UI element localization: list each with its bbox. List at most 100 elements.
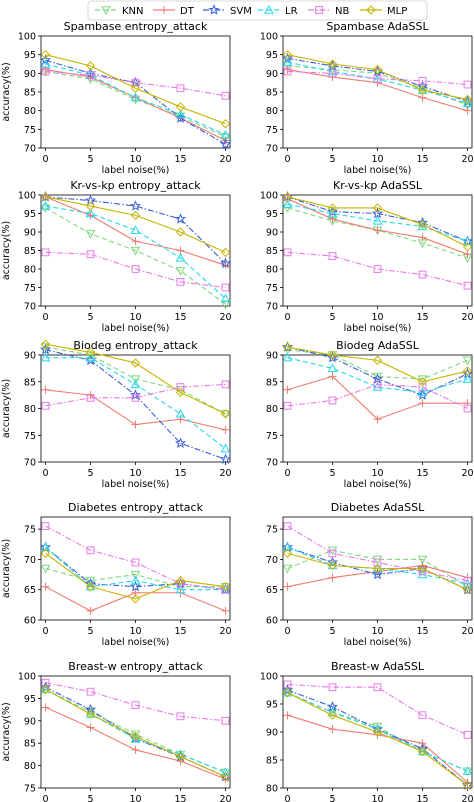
- series-line-mlp: [287, 692, 468, 786]
- data-point-lr: [175, 252, 186, 262]
- data-point-svm: [39, 191, 52, 202]
- x-tick-label: 20: [219, 468, 231, 479]
- y-tick-label: 75: [266, 525, 278, 536]
- data-point-knn: [220, 582, 231, 592]
- panel-7: Diabetes entropy_attack 0 5 10 15 20 60 65 70 75 l…: [1, 501, 232, 648]
- x-tick-label: 20: [219, 626, 231, 637]
- data-point-dt: [463, 106, 472, 115]
- y-tick-label: 75: [24, 125, 36, 136]
- data-point-dt: [221, 606, 230, 615]
- y-tick-label: 95: [24, 209, 36, 220]
- data-point-nb: [328, 69, 337, 78]
- legend-entry-mlp: MLP: [360, 5, 407, 17]
- panel-5: Biodeg entropy_attack 0 5 10 15 20 70 75 80 85 90 l…: [1, 339, 232, 490]
- data-point-mlp: [130, 358, 141, 368]
- data-point-nb: [463, 404, 472, 413]
- data-point-mlp: [220, 581, 231, 592]
- data-point-svm: [219, 138, 232, 149]
- x-tick-label: 0: [284, 468, 290, 479]
- series-line-nb: [287, 525, 468, 582]
- data-point-nb: [328, 549, 337, 558]
- plot-frame: [282, 354, 473, 463]
- series-lr: [40, 201, 231, 303]
- data-point-nb: [86, 393, 95, 402]
- data-point-svm: [129, 200, 142, 211]
- data-point-mlp: [282, 688, 293, 698]
- x-tick-label: 10: [371, 468, 383, 479]
- data-point-mlp: [130, 594, 141, 604]
- y-tick-label: 90: [266, 351, 278, 362]
- series-line-lr: [45, 546, 226, 591]
- legend-entry-dt: DT: [153, 6, 195, 17]
- data-point-nb: [418, 383, 427, 392]
- series-line-nb: [45, 70, 226, 97]
- x-tick-label: 5: [87, 626, 93, 637]
- x-tick-label: 15: [416, 154, 428, 165]
- chart-title: Spambase AdaSSL: [326, 20, 429, 33]
- plot-frame: [40, 516, 231, 621]
- y-tick-label: 70: [24, 555, 36, 566]
- data-point-mlp: [417, 746, 428, 757]
- series-line-nb: [45, 383, 226, 407]
- x-tick-label: 0: [42, 794, 48, 802]
- x-tick-label: 0: [284, 794, 290, 802]
- data-point-lr: [417, 387, 428, 397]
- data-point-nb: [373, 558, 382, 567]
- data-point-nb: [283, 680, 292, 689]
- data-point-lr: [85, 709, 96, 718]
- legend-entry-knn: KNN: [95, 6, 144, 17]
- chart-title: Kr-vs-kp entropy_attack: [70, 179, 201, 192]
- data-point-mlp: [40, 192, 51, 202]
- data-point-mlp: [85, 347, 96, 358]
- series-line-mlp: [287, 196, 468, 248]
- data-point-dt: [283, 711, 292, 720]
- data-point-mlp: [327, 59, 338, 69]
- series-line-svm: [287, 57, 468, 102]
- series-dt: [283, 194, 472, 259]
- data-point-knn: [130, 375, 141, 385]
- y-axis-label: accuracy(%): [1, 539, 12, 598]
- y-tick-label: 85: [266, 377, 278, 388]
- y-tick-label: 70: [266, 144, 278, 155]
- x-tick-label: 15: [416, 794, 428, 802]
- x-tick-label: 15: [174, 312, 186, 323]
- x-tick-label: 10: [129, 312, 141, 323]
- data-point-knn: [130, 570, 141, 580]
- legend-marker-knn: [101, 6, 111, 16]
- x-tick-label: 15: [174, 154, 186, 165]
- data-point-mlp: [417, 85, 428, 95]
- data-point-dt: [328, 725, 337, 734]
- series-line-knn: [45, 207, 226, 305]
- y-tick-label: 60: [266, 616, 278, 627]
- chart-title: Biodeg AdaSSL: [336, 339, 420, 352]
- data-point-lr: [175, 584, 186, 594]
- y-tick-label: 75: [266, 125, 278, 136]
- x-tick-label: 10: [129, 468, 141, 479]
- data-point-mlp: [417, 563, 428, 574]
- legend-label-svm: SVM: [230, 6, 252, 17]
- x-tick-label: 20: [219, 312, 231, 323]
- x-tick-label: 5: [87, 794, 93, 802]
- series-mlp: [282, 49, 473, 105]
- y-tick-label: 80: [266, 404, 278, 415]
- data-point-nb: [86, 687, 95, 696]
- data-point-dt: [41, 582, 50, 591]
- x-tick-label: 0: [42, 312, 48, 323]
- panel-10: Breast-w AdaSSL0510152080859095100label …: [260, 660, 474, 802]
- data-point-mlp: [372, 727, 383, 737]
- data-point-knn: [327, 546, 338, 556]
- x-tick-label: 15: [416, 312, 428, 323]
- data-point-svm: [371, 207, 384, 219]
- data-point-nb: [283, 67, 292, 76]
- data-point-knn: [40, 343, 51, 353]
- y-tick-label: 95: [24, 50, 36, 61]
- series-mlp: [282, 548, 473, 595]
- series-svm: [39, 343, 232, 465]
- series-dt: [283, 372, 472, 424]
- x-axis-label: label noise(%): [102, 323, 170, 334]
- data-point-lr: [282, 352, 293, 362]
- data-point-dt: [328, 372, 337, 381]
- data-point-dt: [283, 582, 292, 591]
- data-point-knn: [282, 564, 293, 574]
- data-point-knn: [220, 300, 231, 310]
